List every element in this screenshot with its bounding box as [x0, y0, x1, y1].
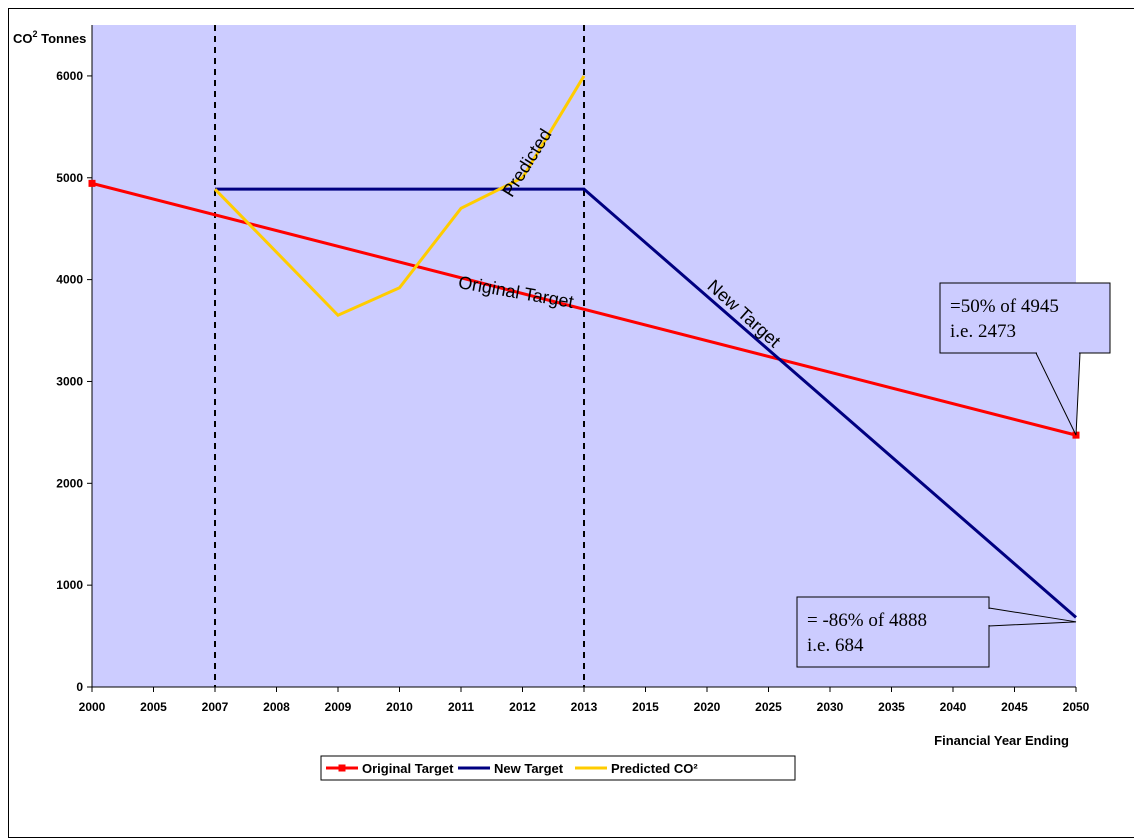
x-tick-label: 2010	[386, 700, 413, 714]
callout-line-2: i.e. 2473	[950, 321, 1016, 342]
x-tick-label: 2025	[755, 700, 782, 714]
y-tick-label: 4000	[56, 273, 83, 287]
legend-marker	[338, 764, 346, 772]
x-tick-label: 2013	[571, 700, 598, 714]
x-tick-label: 2020	[694, 700, 721, 714]
legend-label: Original Target	[362, 761, 454, 776]
callout-line-2: i.e. 684	[807, 635, 864, 656]
callout-line-1: =50% of 4945	[950, 296, 1059, 317]
vertical-marker-lines	[214, 25, 585, 687]
callouts: =50% of 4945 i.e. 2473 = -86% of 4888 i.e. …	[796, 282, 1111, 668]
legend-box	[320, 755, 796, 781]
line-chart: 0 1000 2000 3000 4000 5000 6000 2000 2005 2007 200…	[13, 25, 1111, 781]
x-tick-label: 2008	[263, 700, 290, 714]
legend: Original Target New Target Predicted CO²	[320, 755, 796, 781]
x-axis-title: Financial Year Ending	[934, 733, 1069, 748]
y-tick-label: 2000	[56, 476, 83, 490]
y-tick-label: 6000	[56, 69, 83, 83]
x-tick-label: 2040	[940, 700, 967, 714]
x-tick-label: 2000	[79, 700, 106, 714]
series-lines	[88, 75, 1080, 619]
x-tick-label: 2050	[1063, 700, 1090, 714]
x-tick-label: 2007	[202, 700, 229, 714]
legend-entry-original-target: Original Target	[326, 761, 454, 776]
y-axis-title: CO2 Tonnes	[13, 29, 86, 46]
axes: 0 1000 2000 3000 4000 5000 6000 2000 2005 2007 200…	[56, 25, 1090, 714]
callout-box	[796, 596, 990, 668]
series-line-original-target	[91, 181, 1077, 437]
y-axis-title-superscript: 2	[33, 29, 38, 39]
callout-1: =50% of 4945 i.e. 2473	[939, 282, 1111, 436]
y-tick-label: 3000	[56, 374, 83, 388]
x-tick-label: 2009	[325, 700, 352, 714]
x-tick-label: 2011	[448, 700, 474, 714]
callout-2: = -86% of 4888 i.e. 684	[796, 596, 1077, 668]
x-tick-label: 2035	[878, 700, 905, 714]
data-point-original-target	[88, 179, 96, 187]
y-tick-label: 1000	[56, 578, 83, 592]
callout-box	[939, 282, 1111, 354]
callout-line-1: = -86% of 4888	[807, 610, 927, 631]
x-tick-label: 2012	[509, 700, 536, 714]
x-tick-label: 2045	[1001, 700, 1028, 714]
y-tick-label: 0	[76, 680, 83, 694]
series-line-new-target	[215, 187, 1077, 619]
legend-entry-new-target: New Target	[458, 761, 564, 776]
y-tick-label: 5000	[56, 171, 83, 185]
legend-entry-predicted-co: Predicted CO²	[575, 761, 698, 776]
legend-label: New Target	[494, 761, 564, 776]
series-line-predicted-co	[213, 75, 586, 318]
x-tick-label: 2030	[817, 700, 844, 714]
x-tick-label: 2005	[140, 700, 167, 714]
legend-label: Predicted CO²	[611, 761, 698, 776]
x-tick-label: 2015	[632, 700, 659, 714]
